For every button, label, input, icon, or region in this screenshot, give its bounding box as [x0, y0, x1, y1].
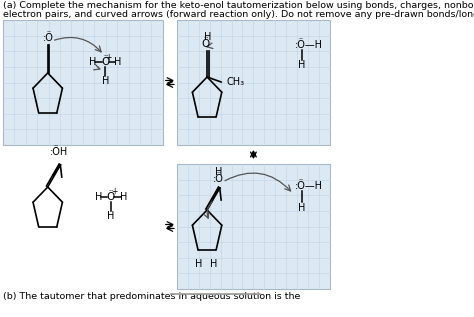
Text: H: H: [114, 57, 122, 67]
Text: +: +: [106, 53, 112, 61]
Text: electron pairs, and curved arrows (forward reaction only). Do not remove any pre: electron pairs, and curved arrows (forwa…: [3, 10, 474, 19]
Text: Ö: Ö: [101, 57, 109, 67]
Text: H: H: [298, 60, 306, 70]
Text: H: H: [195, 259, 202, 269]
Bar: [177, 164, 330, 289]
Bar: [177, 20, 330, 145]
Text: CH₃: CH₃: [227, 77, 245, 87]
Text: :Ö: :Ö: [213, 174, 224, 184]
Text: H: H: [215, 167, 222, 177]
Text: H: H: [298, 203, 306, 213]
Text: :ÖH: :ÖH: [50, 147, 68, 157]
Text: :Ö—H: :Ö—H: [295, 181, 323, 191]
Text: Ö: Ö: [107, 192, 115, 202]
Text: H: H: [204, 32, 211, 42]
Text: H: H: [89, 57, 96, 67]
Text: H: H: [107, 211, 115, 221]
Text: +: +: [111, 187, 118, 197]
Text: H: H: [120, 192, 127, 202]
Text: H: H: [101, 76, 109, 86]
Text: :Ö—H: :Ö—H: [295, 40, 323, 50]
Text: H: H: [95, 192, 102, 202]
Text: H: H: [210, 259, 218, 269]
Text: (a) Complete the mechanism for the keto-enol tautomerization below using bonds, : (a) Complete the mechanism for the keto-…: [3, 1, 474, 10]
Text: (b) The tautomer that predominates in aqueous solution is the: (b) The tautomer that predominates in aq…: [3, 292, 300, 301]
Text: Ö: Ö: [201, 39, 210, 49]
Text: :Ö: :Ö: [43, 33, 54, 43]
Bar: [3, 20, 163, 145]
